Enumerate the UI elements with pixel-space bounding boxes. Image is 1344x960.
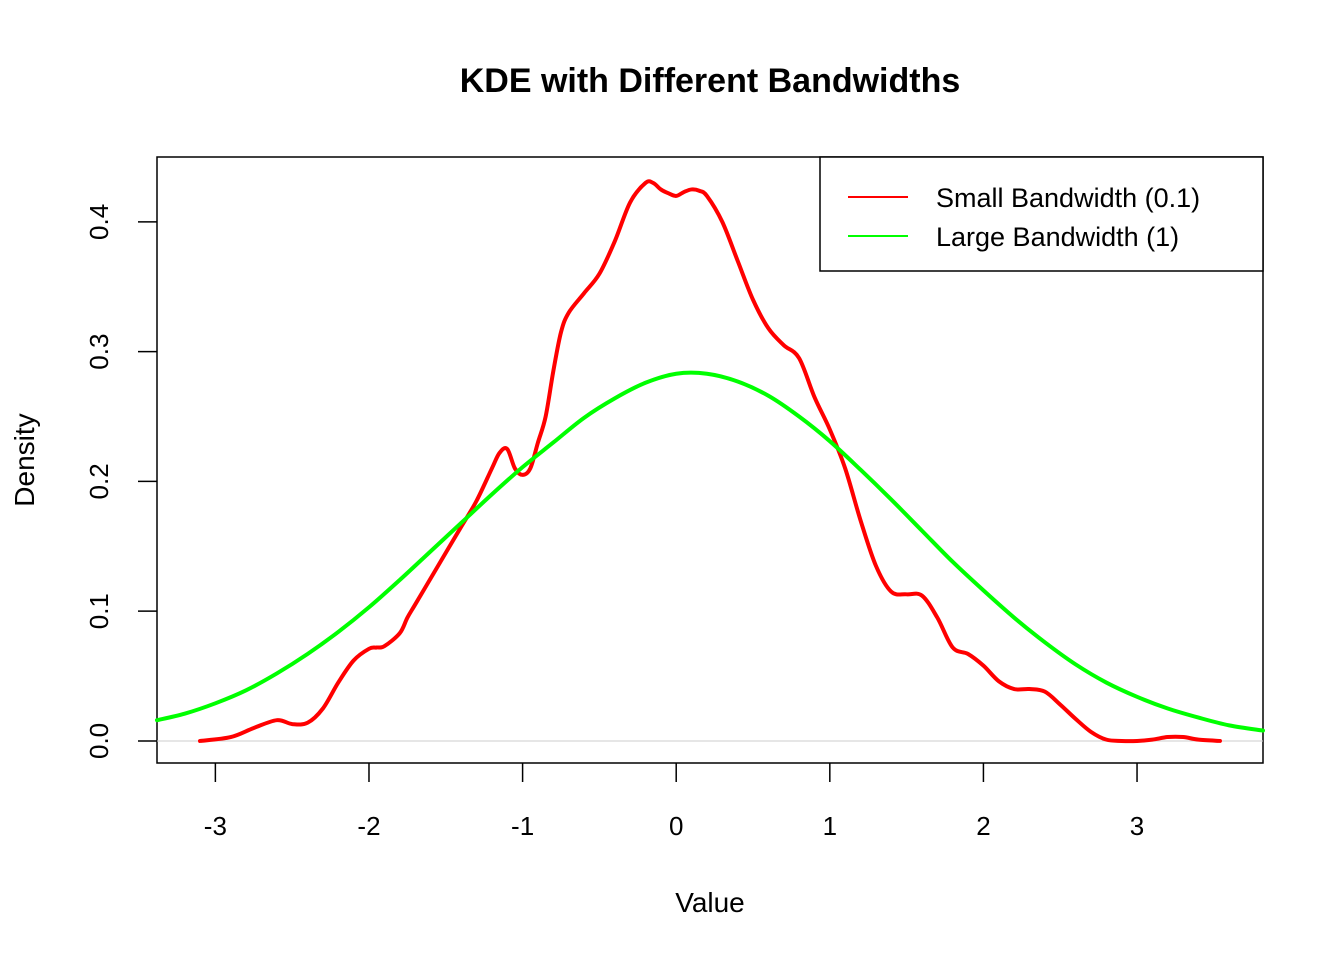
series-small-bandwidth-line <box>198 179 1222 744</box>
x-tick-label: 0 <box>669 811 683 841</box>
y-tick-label: 0.3 <box>84 334 114 370</box>
x-tick-label: 3 <box>1130 811 1144 841</box>
x-tick-label: -1 <box>511 811 534 841</box>
y-axis-label: Density <box>9 413 40 506</box>
x-tick-label: -2 <box>357 811 380 841</box>
legend-label-small-bandwidth: Small Bandwidth (0.1) <box>936 183 1200 213</box>
y-tick-label: 0.0 <box>84 723 114 759</box>
x-tick-label: 2 <box>976 811 990 841</box>
legend: Small Bandwidth (0.1) Large Bandwidth (1… <box>819 156 1264 272</box>
y-tick-label: 0.1 <box>84 593 114 629</box>
x-tick-label: 1 <box>823 811 837 841</box>
x-axis-label: Value <box>675 887 745 918</box>
x-axis: -3 -2 -1 0 1 2 3 <box>204 763 1144 841</box>
plot-frame <box>156 156 1264 764</box>
series-large-bandwidth-line <box>155 370 1265 733</box>
chart-title: KDE with Different Bandwidths <box>460 62 961 100</box>
y-axis: 0.0 0.1 0.2 0.3 0.4 <box>84 204 157 759</box>
legend-box <box>819 156 1264 272</box>
x-tick-label: -3 <box>204 811 227 841</box>
y-tick-label: 0.2 <box>84 463 114 499</box>
legend-label-large-bandwidth: Large Bandwidth (1) <box>936 222 1179 252</box>
series-layer <box>155 179 1265 744</box>
y-tick-label: 0.4 <box>84 204 114 240</box>
